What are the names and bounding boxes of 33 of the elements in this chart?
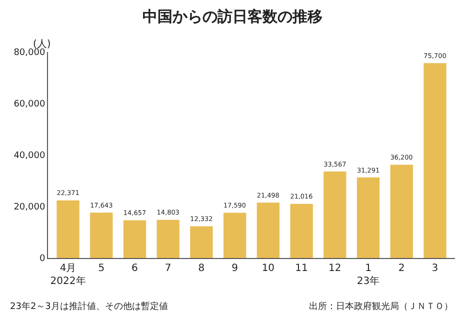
x-tick-label: 3 [432,263,438,274]
bar [256,202,280,258]
x-tick-label: 5 [98,263,105,274]
bar [190,226,213,258]
bar [90,212,113,258]
bar [123,220,146,258]
y-tick-label: 80,000 [14,48,46,58]
x-tick-label: 10 [262,263,275,274]
y-tick-label: 0 [39,254,46,264]
x-tick-label: 1 23年 [356,263,380,287]
x-tick-label: 12 [328,263,342,274]
bar [324,172,346,258]
x-tick-label: 2 [398,263,405,274]
bar [424,63,446,258]
bar [290,204,313,258]
x-tick-label: 7 [164,263,172,274]
text: 23年2～3月は推計値、その他は暫定値 [10,301,168,312]
bar [56,200,80,258]
y-tick-label: 20,000 [14,202,46,213]
x-tick-label: 4月 2022年 [50,263,86,287]
text: 出所：日本政府観光局（ＪＮＴＯ） [309,301,453,312]
x-tick-label: 8 [198,263,205,274]
y-tick-label: 40,000 [14,151,46,162]
x-tick-label: 6 [132,263,138,274]
bar [390,164,413,258]
y-axis-title: (人) [33,39,51,50]
x-tick-label: 11 [295,263,308,274]
chart-title: 中国からの訪日客数の推移 [142,8,322,26]
y-tick-label: 60,000 [14,100,46,110]
x-tick-label: 9 [232,263,238,274]
bar [156,220,180,258]
bar [223,212,246,258]
bar [356,177,380,258]
